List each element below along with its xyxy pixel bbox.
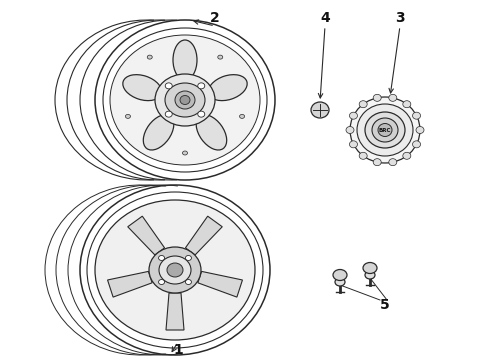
Polygon shape — [166, 293, 184, 330]
Ellipse shape — [240, 114, 245, 118]
Ellipse shape — [349, 141, 358, 148]
Ellipse shape — [125, 114, 130, 118]
Ellipse shape — [333, 270, 347, 280]
Ellipse shape — [123, 75, 162, 100]
Polygon shape — [198, 271, 243, 297]
Ellipse shape — [173, 40, 197, 80]
Ellipse shape — [110, 35, 260, 165]
Ellipse shape — [165, 111, 172, 117]
Ellipse shape — [359, 101, 367, 108]
Text: 4: 4 — [320, 11, 330, 25]
Ellipse shape — [359, 152, 367, 159]
Ellipse shape — [373, 159, 381, 166]
Ellipse shape — [350, 97, 420, 163]
Ellipse shape — [185, 256, 192, 261]
Ellipse shape — [389, 159, 397, 166]
Ellipse shape — [413, 112, 420, 119]
Ellipse shape — [372, 118, 398, 142]
Ellipse shape — [208, 75, 247, 100]
Text: 5: 5 — [380, 298, 390, 312]
Ellipse shape — [403, 152, 411, 159]
Ellipse shape — [413, 141, 420, 148]
Text: 3: 3 — [395, 11, 405, 25]
Ellipse shape — [159, 279, 165, 284]
Ellipse shape — [365, 271, 375, 279]
Ellipse shape — [167, 263, 183, 277]
Polygon shape — [107, 271, 152, 297]
Ellipse shape — [155, 74, 215, 126]
Ellipse shape — [196, 115, 227, 150]
Ellipse shape — [389, 94, 397, 101]
Ellipse shape — [335, 278, 345, 286]
Ellipse shape — [311, 102, 329, 118]
Ellipse shape — [143, 115, 174, 150]
Ellipse shape — [182, 151, 188, 155]
Ellipse shape — [185, 279, 192, 284]
Text: 1: 1 — [173, 343, 183, 357]
Ellipse shape — [346, 126, 354, 134]
Ellipse shape — [159, 256, 165, 261]
Ellipse shape — [198, 111, 205, 117]
Ellipse shape — [95, 200, 255, 340]
Ellipse shape — [416, 126, 424, 134]
Polygon shape — [128, 216, 165, 255]
Ellipse shape — [373, 94, 381, 101]
Ellipse shape — [363, 262, 377, 274]
Ellipse shape — [403, 101, 411, 108]
Ellipse shape — [149, 247, 201, 293]
Text: BRC: BRC — [379, 127, 391, 132]
Ellipse shape — [198, 83, 205, 89]
Ellipse shape — [180, 95, 190, 104]
Polygon shape — [185, 216, 222, 255]
Ellipse shape — [147, 55, 152, 59]
Ellipse shape — [218, 55, 223, 59]
Ellipse shape — [175, 91, 195, 109]
Text: 2: 2 — [210, 11, 220, 25]
Ellipse shape — [349, 112, 358, 119]
Ellipse shape — [357, 104, 413, 156]
Ellipse shape — [378, 123, 392, 136]
Ellipse shape — [365, 112, 405, 148]
Ellipse shape — [159, 256, 191, 284]
Ellipse shape — [165, 83, 172, 89]
Ellipse shape — [165, 83, 205, 117]
